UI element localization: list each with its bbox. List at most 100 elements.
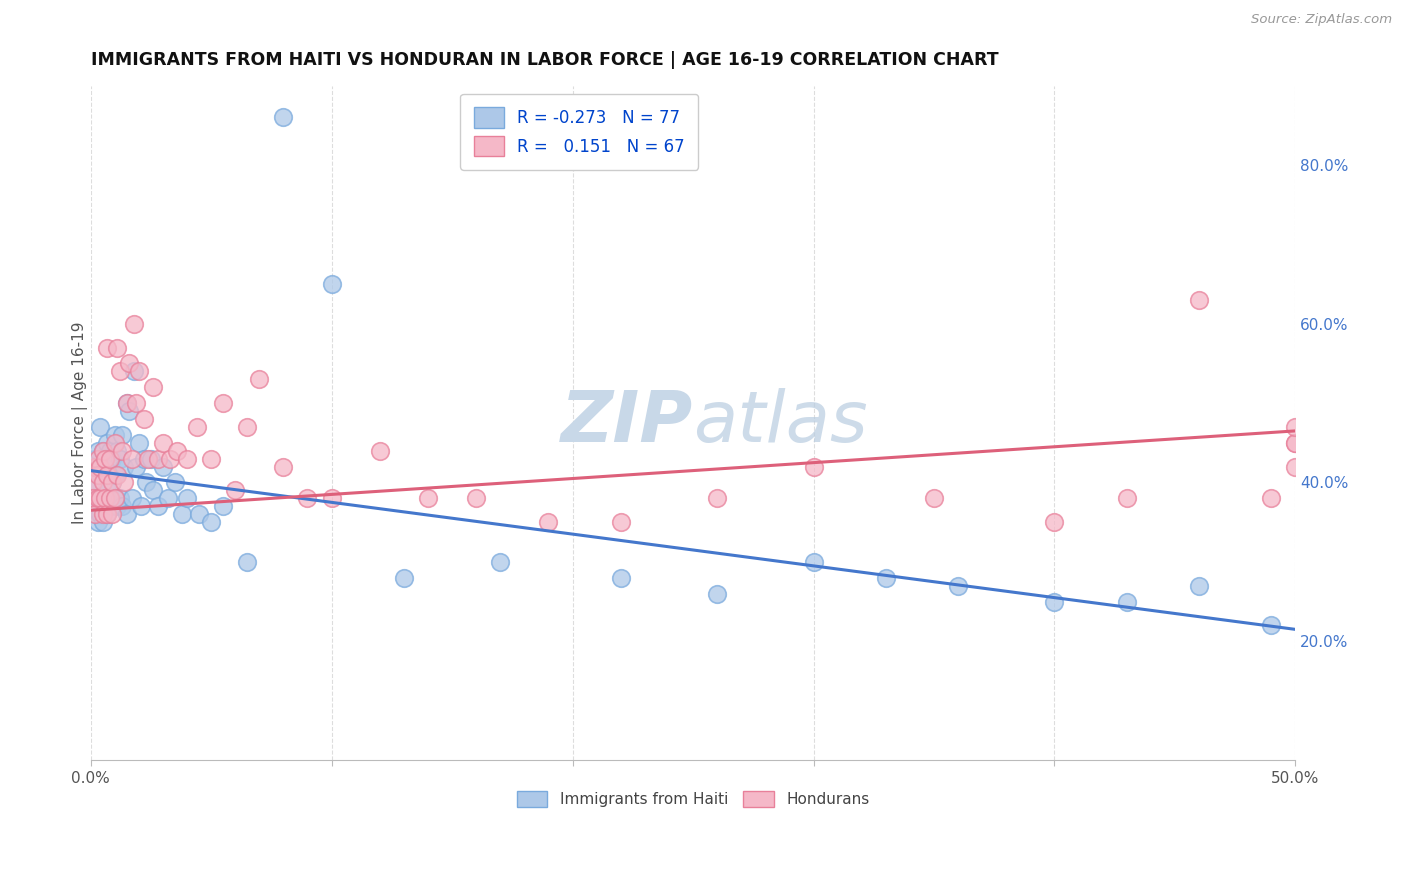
- Point: [212, 396, 235, 410]
- Point: [146, 500, 169, 514]
- Point: [1284, 435, 1306, 450]
- Point: [84, 475, 107, 490]
- Point: [188, 508, 211, 522]
- Point: [94, 491, 117, 506]
- Point: [200, 515, 222, 529]
- Point: [1188, 293, 1211, 307]
- Point: [273, 110, 295, 124]
- Point: [96, 341, 118, 355]
- Text: IMMIGRANTS FROM HAITI VS HONDURAN IN LABOR FORCE | AGE 16-19 CORRELATION CHART: IMMIGRANTS FROM HAITI VS HONDURAN IN LAB…: [90, 51, 998, 69]
- Point: [84, 491, 107, 506]
- Point: [84, 508, 107, 522]
- Point: [112, 475, 135, 490]
- Point: [465, 491, 488, 506]
- Point: [138, 451, 160, 466]
- Point: [706, 491, 728, 506]
- Point: [609, 571, 631, 585]
- Point: [224, 483, 246, 498]
- Point: [132, 451, 155, 466]
- Point: [82, 459, 104, 474]
- Point: [89, 420, 111, 434]
- Point: [108, 491, 131, 506]
- Point: [101, 508, 124, 522]
- Point: [1043, 594, 1066, 608]
- Point: [89, 491, 111, 506]
- Point: [1043, 515, 1066, 529]
- Text: atlas: atlas: [693, 388, 868, 458]
- Point: [152, 435, 174, 450]
- Point: [96, 508, 118, 522]
- Point: [297, 491, 319, 506]
- Point: [803, 555, 825, 569]
- Point: [84, 451, 107, 466]
- Point: [87, 451, 110, 466]
- Point: [89, 467, 111, 482]
- Point: [159, 451, 181, 466]
- Point: [89, 508, 111, 522]
- Point: [273, 459, 295, 474]
- Point: [875, 571, 897, 585]
- Point: [101, 451, 124, 466]
- Point: [129, 500, 152, 514]
- Point: [112, 459, 135, 474]
- Point: [368, 443, 391, 458]
- Point: [1284, 435, 1306, 450]
- Point: [101, 475, 124, 490]
- Text: ZIP: ZIP: [561, 388, 693, 458]
- Point: [142, 483, 165, 498]
- Point: [96, 508, 118, 522]
- Point: [706, 587, 728, 601]
- Point: [321, 491, 343, 506]
- Point: [139, 451, 162, 466]
- Point: [105, 341, 128, 355]
- Point: [111, 443, 134, 458]
- Point: [94, 451, 117, 466]
- Point: [89, 491, 111, 506]
- Point: [108, 364, 131, 378]
- Point: [115, 396, 138, 410]
- Point: [115, 396, 138, 410]
- Point: [1115, 491, 1137, 506]
- Point: [101, 500, 124, 514]
- Point: [87, 443, 110, 458]
- Point: [91, 508, 114, 522]
- Point: [118, 404, 141, 418]
- Point: [96, 467, 118, 482]
- Point: [128, 435, 150, 450]
- Point: [91, 500, 114, 514]
- Point: [96, 491, 118, 506]
- Point: [152, 459, 174, 474]
- Point: [803, 459, 825, 474]
- Point: [94, 451, 117, 466]
- Point: [122, 317, 145, 331]
- Point: [98, 467, 121, 482]
- Point: [922, 491, 945, 506]
- Point: [111, 500, 134, 514]
- Point: [105, 443, 128, 458]
- Point: [125, 396, 148, 410]
- Point: [1260, 618, 1282, 632]
- Point: [200, 451, 222, 466]
- Point: [104, 467, 127, 482]
- Point: [121, 451, 143, 466]
- Point: [82, 475, 104, 490]
- Point: [609, 515, 631, 529]
- Text: Source: ZipAtlas.com: Source: ZipAtlas.com: [1251, 13, 1392, 27]
- Point: [104, 435, 127, 450]
- Point: [82, 475, 104, 490]
- Point: [82, 491, 104, 506]
- Point: [1188, 579, 1211, 593]
- Point: [98, 491, 121, 506]
- Point: [321, 277, 343, 291]
- Point: [104, 491, 127, 506]
- Point: [87, 515, 110, 529]
- Point: [166, 443, 188, 458]
- Point: [87, 491, 110, 506]
- Point: [115, 508, 138, 522]
- Point: [236, 555, 259, 569]
- Point: [128, 364, 150, 378]
- Point: [89, 459, 111, 474]
- Point: [156, 491, 179, 506]
- Point: [91, 475, 114, 490]
- Point: [111, 428, 134, 442]
